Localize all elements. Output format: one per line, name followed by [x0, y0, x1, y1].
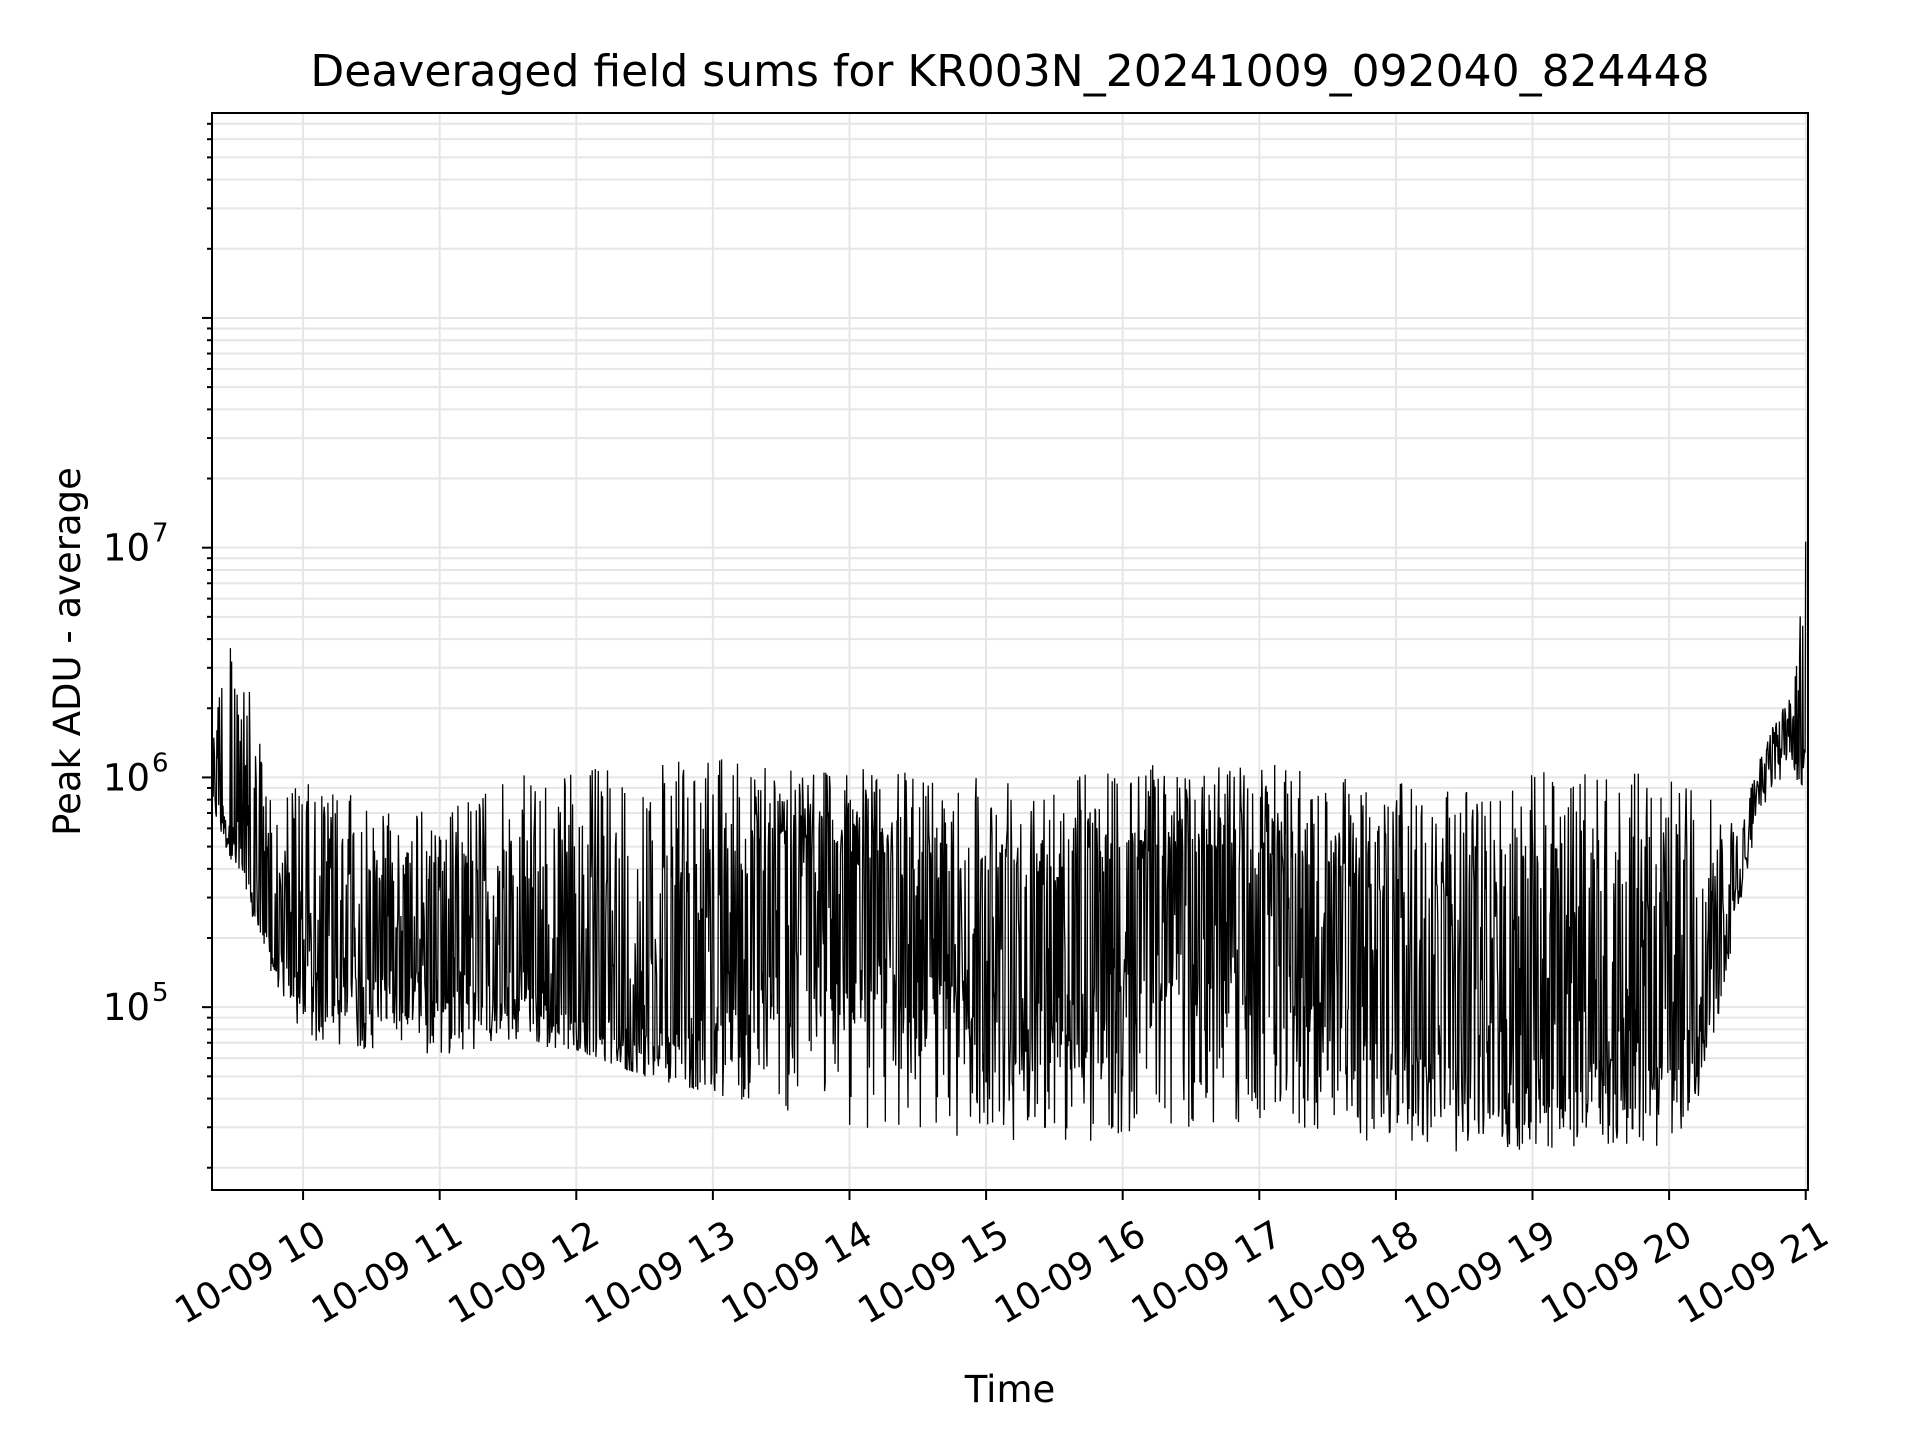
grid: [212, 113, 1808, 1190]
y-tick-label: 10: [103, 756, 150, 799]
y-tick-exponent: 5: [152, 978, 169, 1008]
y-tick-label: 10: [103, 986, 150, 1029]
plot-frame: [211, 112, 1809, 1191]
data-series: [211, 541, 1807, 1152]
chart-title: Deaveraged field sums for KR003N_2024100…: [310, 46, 1709, 97]
x-axis-label: Time: [964, 1368, 1056, 1411]
y-axis-label: Peak ADU - average: [46, 467, 89, 836]
y-tick-exponent: 7: [152, 519, 169, 549]
y-tick-label: 10: [103, 527, 150, 570]
y-tick-exponent: 6: [152, 748, 169, 778]
series-line: [211, 541, 1807, 1152]
